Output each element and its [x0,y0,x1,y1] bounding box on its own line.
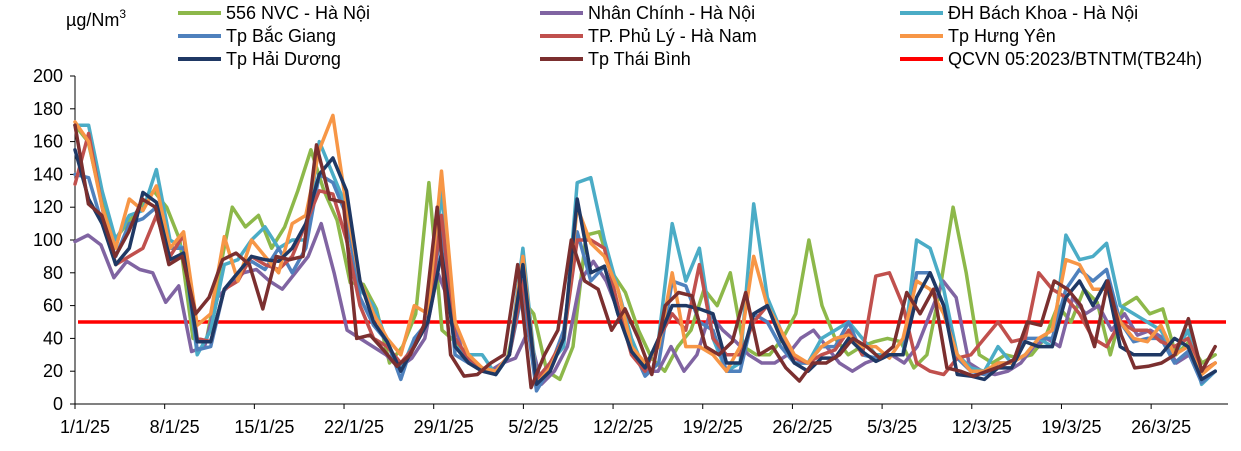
x-tick-label: 8/1/25 [150,417,200,437]
y-tick-label: 140 [33,164,63,184]
x-tick-label: 15/1/25 [234,417,294,437]
y-tick-label: 120 [33,197,63,217]
x-tick-label: 5/3/25 [867,417,917,437]
y-tick-label: 40 [43,328,63,348]
x-tick-label: 26/2/25 [772,417,832,437]
series-line-6 [73,148,1217,387]
x-tick-label: 22/1/25 [324,417,384,437]
series-line-5 [73,113,1217,387]
legend-label-3: Tp Bắc Giang [226,25,336,46]
legend-label-4: TP. Phủ Lý - Hà Nam [588,26,757,46]
series-line-7 [73,123,1217,390]
legend-label-6: Tp Hải Dương [226,49,341,69]
x-tick-label: 19/2/25 [683,417,743,437]
legend-label-0: 556 NVC - Hà Nội [226,3,370,23]
legend-label-7: Tp Thái Bình [588,49,691,69]
y-tick-label: 160 [33,132,63,152]
x-tick-label: 26/3/25 [1131,417,1191,437]
y-tick-label: 180 [33,99,63,119]
legend-label-1: Nhân Chính - Hà Nội [588,3,755,23]
y-tick-label: 200 [33,66,63,86]
y-tick-label: 20 [43,361,63,381]
y-tick-label: 60 [43,296,63,316]
legend-label-2: ĐH Bách Khoa - Hà Nội [948,3,1138,23]
x-tick-label: 12/3/25 [952,417,1012,437]
y-tick-label: 80 [43,263,63,283]
x-tick-label: 5/2/25 [508,417,558,437]
x-tick-label: 1/1/25 [60,417,110,437]
legend-label-5: Tp Hưng Yên [948,26,1056,46]
series-line-4 [73,131,1217,382]
y-axis-unit-label: µg/Nm3 [66,7,126,30]
x-tick-label: 19/3/25 [1041,417,1101,437]
x-tick-label: 12/2/25 [593,417,653,437]
x-tick-label: 29/1/25 [414,417,474,437]
y-tick-label: 0 [53,394,63,414]
y-tick-label: 100 [33,230,63,250]
legend-label-8: QCVN 05:2023/BTNTM(TB24h) [948,49,1202,69]
